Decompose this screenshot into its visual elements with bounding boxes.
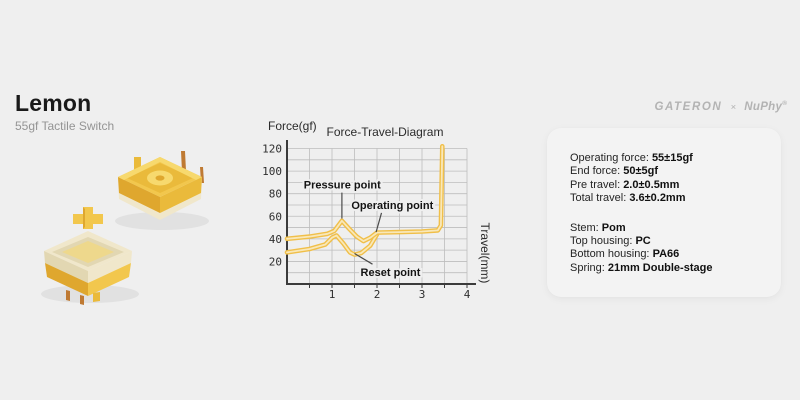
spec-row-pre-travel: Pre travel: 2.0±0.5mm	[570, 179, 763, 192]
force-travel-chart-panel: 20 40 60 80 100 120 1 2 3 4 Force-Travel-Diagram Fo…	[255, 100, 505, 320]
press-stroke-curve	[284, 143, 445, 244]
chart-grid	[287, 148, 468, 284]
spec-label: Top housing:	[570, 235, 636, 248]
nuphy-wordmark: NuPhy	[744, 100, 783, 113]
switch-lower-upright	[44, 207, 132, 305]
spec-row-operating-force: Operating force: 55±15gf	[570, 152, 763, 165]
product-header: Lemon 55gf Tactile Switch	[15, 91, 114, 133]
svg-text:3: 3	[419, 288, 426, 301]
spec-row-bottom-housing: Bottom housing: PA66	[570, 248, 763, 261]
force-travel-chart: 20 40 60 80 100 120 1 2 3 4 Force-Travel-Diagram Fo…	[262, 119, 492, 301]
spec-value: 3.6±0.2mm	[629, 192, 686, 205]
spec-row-top-housing: Top housing: PC	[570, 235, 763, 248]
svg-text:Pressure point: Pressure point	[304, 180, 381, 192]
spec-row-end-force: End force: 50±5gf	[570, 165, 763, 178]
svg-text:120: 120	[262, 143, 282, 156]
multiply-separator: ×	[730, 101, 737, 113]
spec-value: PC	[635, 235, 651, 248]
spec-label: Total travel:	[570, 192, 630, 205]
svg-text:100: 100	[262, 165, 282, 178]
annotation-reset-point: Reset point	[354, 252, 423, 281]
switch-product-image	[41, 151, 209, 305]
product-title: Lemon	[15, 90, 92, 116]
svg-text:2: 2	[374, 288, 381, 301]
svg-text:Operating point: Operating point	[351, 200, 433, 212]
svg-text:60: 60	[269, 210, 282, 223]
spec-label: End force:	[570, 165, 624, 178]
spec-label: Spring:	[570, 261, 608, 274]
brand-logo: GATERON × NuPhy®	[654, 100, 787, 113]
spec-label: Operating force:	[570, 152, 652, 164]
chart-title: Force-Travel-Diagram	[327, 125, 444, 139]
spec-value: 50±5gf	[623, 165, 658, 178]
release-stroke-curve	[284, 232, 380, 257]
svg-text:Reset point: Reset point	[361, 267, 421, 279]
registered-mark: ®	[782, 100, 787, 107]
svg-text:40: 40	[269, 233, 282, 246]
spec-value: 2.0±0.5mm	[623, 178, 680, 191]
spec-label: Pre travel:	[570, 178, 624, 191]
spec-label: Stem:	[570, 221, 602, 234]
y-axis-label: Force(gf)	[268, 119, 317, 133]
gateron-wordmark: GATERON	[654, 100, 723, 113]
spec-value: 55±15gf	[651, 152, 693, 164]
switch-upper-inverted	[118, 151, 204, 220]
spec-row-stem: Stem: Pom	[570, 222, 763, 235]
svg-text:1: 1	[329, 288, 336, 301]
svg-text:4: 4	[464, 288, 471, 301]
svg-text:20: 20	[269, 255, 282, 268]
spec-card: Operating force: 55±15gf End force: 50±5…	[547, 128, 781, 297]
spec-value: PA66	[652, 248, 680, 261]
spec-label: Bottom housing:	[570, 248, 653, 261]
annotation-operating-point: Operating point	[349, 198, 436, 233]
tick-labels: 20 40 60 80 100 120 1 2 3 4	[262, 143, 471, 301]
x-axis-label: Travel(mm)	[478, 223, 492, 284]
annotation-pressure-point: Pressure point	[302, 178, 383, 219]
svg-text:80: 80	[269, 188, 282, 201]
chart-axes	[286, 140, 476, 285]
spec-row-total-travel: Total travel: 3.6±0.2mm	[570, 192, 763, 205]
product-subtitle: 55gf Tactile Switch	[15, 119, 115, 133]
spec-value: Pom	[601, 221, 626, 234]
spec-value: 21mm Double-stage	[607, 261, 713, 274]
spec-row-spring: Spring: 21mm Double-stage	[570, 262, 763, 275]
spec-group-divider	[570, 206, 763, 222]
